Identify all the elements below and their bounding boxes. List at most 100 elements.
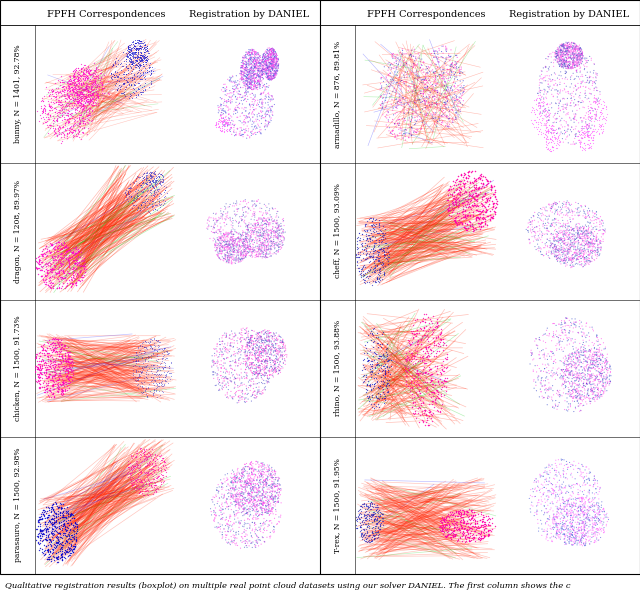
Point [371,360,381,370]
Point [252,354,262,364]
Point [259,213,269,223]
Point [262,526,272,535]
Point [270,70,280,80]
Point [543,87,553,97]
Point [541,99,551,109]
Point [142,177,152,186]
Point [257,465,267,475]
Point [243,351,253,361]
Point [233,392,243,402]
Point [543,127,553,137]
Point [577,493,587,503]
Point [239,127,250,137]
Point [250,219,260,229]
Point [127,49,138,59]
Point [378,76,388,86]
Point [383,78,394,87]
Point [58,389,68,399]
Point [410,53,420,63]
Point [438,337,449,347]
Point [547,203,557,212]
Point [46,345,56,354]
Point [374,247,385,257]
Point [456,64,467,74]
Point [383,108,394,118]
Point [230,382,240,392]
Point [258,478,268,488]
Point [211,237,221,247]
Point [238,464,248,474]
Point [584,503,594,513]
Point [375,521,385,531]
Point [369,241,379,251]
Point [141,461,152,470]
Point [238,69,248,78]
Point [79,263,90,273]
Point [258,388,268,398]
Point [463,525,473,535]
Point [250,49,260,59]
Point [221,212,231,222]
Point [254,109,264,118]
Point [148,341,159,350]
Point [453,171,463,181]
Point [80,93,90,103]
Point [259,60,269,70]
Point [148,188,159,198]
Point [252,336,262,345]
Point [227,245,237,254]
Point [68,525,78,535]
Point [47,500,57,509]
Point [38,248,49,258]
Point [264,464,275,473]
Point [253,66,263,76]
Point [479,531,490,540]
Point [424,341,434,351]
Point [568,59,578,69]
Point [204,222,214,231]
Point [537,74,547,84]
Point [228,254,239,264]
Point [219,229,229,239]
Point [108,69,118,79]
Point [566,217,576,226]
Point [64,351,74,361]
Point [556,374,566,384]
Point [145,58,155,68]
Point [599,506,609,515]
Point [595,505,605,515]
Point [589,383,599,393]
Point [582,231,592,240]
Point [275,473,285,483]
Point [548,142,558,152]
Point [244,79,255,89]
Point [267,46,277,56]
Point [437,101,447,111]
Point [223,516,234,526]
Point [64,520,74,530]
Point [435,521,445,531]
Point [71,280,81,290]
Point [44,90,54,100]
Point [72,70,82,80]
Point [577,57,588,67]
Point [278,344,288,353]
Point [246,48,257,58]
Point [229,365,239,375]
Point [572,51,582,61]
Point [264,117,274,127]
Point [543,115,554,124]
Point [589,350,600,360]
Point [239,234,249,244]
Point [554,504,564,514]
Point [56,249,66,259]
Point [458,96,468,106]
Point [246,75,256,84]
Point [48,255,58,265]
Point [586,384,596,394]
Point [548,92,558,101]
Point [243,229,253,239]
Point [239,348,249,358]
Point [579,236,589,246]
Point [133,185,143,195]
